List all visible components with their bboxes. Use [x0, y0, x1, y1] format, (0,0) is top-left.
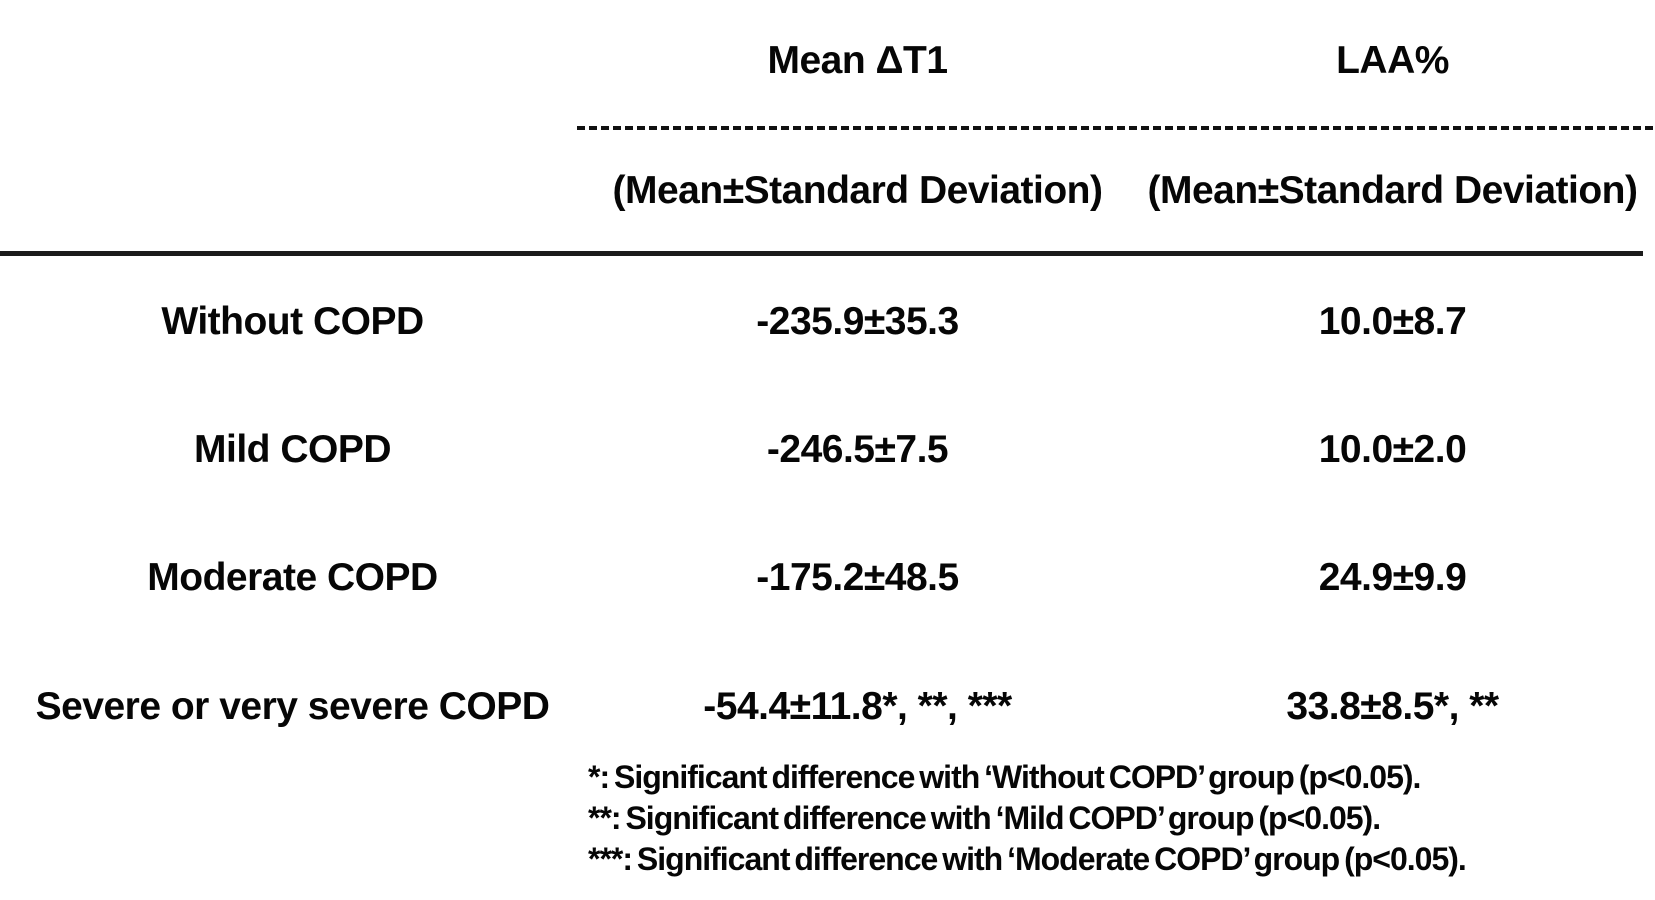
- table-row: Mild COPD -246.5±7.5 10.0±2.0: [0, 423, 1655, 477]
- column-header-mean-dt1: Mean ΔT1: [767, 39, 948, 82]
- mean-dt1-value: -235.9±35.3: [756, 300, 959, 343]
- footnote-single-asterisk: *: Significant difference with ‘Without …: [588, 759, 1421, 795]
- footnote-triple-asterisk: ***: Significant difference with ‘Modera…: [588, 841, 1467, 877]
- table-row: Severe or very severe COPD -54.4±11.8*, …: [0, 680, 1655, 734]
- laa-value: 10.0±8.7: [1318, 300, 1467, 343]
- column-header-laa: LAA%: [1336, 39, 1449, 82]
- mean-dt1-value: -175.2±48.5: [756, 556, 959, 599]
- row-label: Without COPD: [161, 300, 424, 343]
- row-label: Moderate COPD: [147, 556, 438, 599]
- row-label: Severe or very severe COPD: [35, 685, 550, 728]
- laa-value: 24.9±9.9: [1318, 556, 1467, 599]
- row-label: Mild COPD: [194, 428, 392, 471]
- mean-dt1-value: -54.4±11.8*, **, ***: [703, 685, 1012, 728]
- table-row: Without COPD -235.9±35.3 10.0±8.7: [0, 295, 1655, 349]
- table-subheader-row: (Mean±Standard Deviation) (Mean±Standard…: [0, 164, 1655, 218]
- header-divider-dashed: [577, 126, 1655, 130]
- subheader-mean-dt1: (Mean±Standard Deviation): [612, 169, 1103, 212]
- footnote-double-asterisk: **: Significant difference with ‘Mild CO…: [588, 800, 1381, 836]
- header-divider-solid: [0, 251, 1643, 256]
- table-header-row: Mean ΔT1 LAA%: [0, 34, 1655, 88]
- mean-dt1-value: -246.5±7.5: [766, 428, 949, 471]
- laa-value: 33.8±8.5*, **: [1286, 685, 1499, 728]
- subheader-laa: (Mean±Standard Deviation): [1147, 169, 1638, 212]
- footnotes-block: *: Significant difference with ‘Without …: [588, 757, 1467, 880]
- table-row: Moderate COPD -175.2±48.5 24.9±9.9: [0, 551, 1655, 605]
- laa-value: 10.0±2.0: [1318, 428, 1467, 471]
